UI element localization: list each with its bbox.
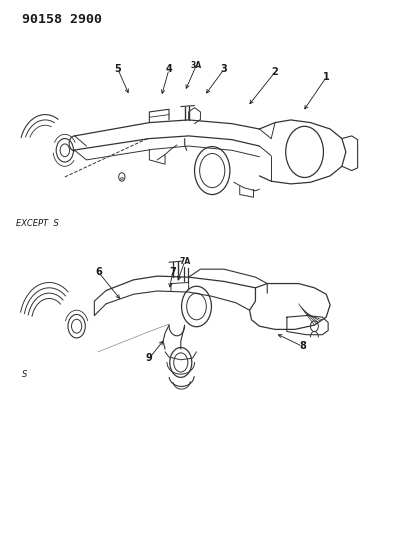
Text: 5: 5: [114, 64, 121, 74]
Text: 4: 4: [165, 64, 173, 74]
Text: 3A: 3A: [191, 61, 202, 69]
Text: 90158 2900: 90158 2900: [22, 13, 102, 26]
Text: S: S: [22, 370, 27, 379]
Text: 2: 2: [272, 67, 279, 77]
Text: 7A: 7A: [179, 257, 190, 265]
Text: 3: 3: [220, 64, 228, 74]
Text: ø: ø: [120, 176, 124, 181]
Text: EXCEPT  S: EXCEPT S: [16, 219, 59, 228]
Text: 8: 8: [299, 342, 306, 351]
Text: 9: 9: [146, 353, 153, 363]
Text: 1: 1: [323, 72, 330, 82]
Text: 6: 6: [95, 267, 102, 277]
Text: 7: 7: [169, 267, 176, 277]
